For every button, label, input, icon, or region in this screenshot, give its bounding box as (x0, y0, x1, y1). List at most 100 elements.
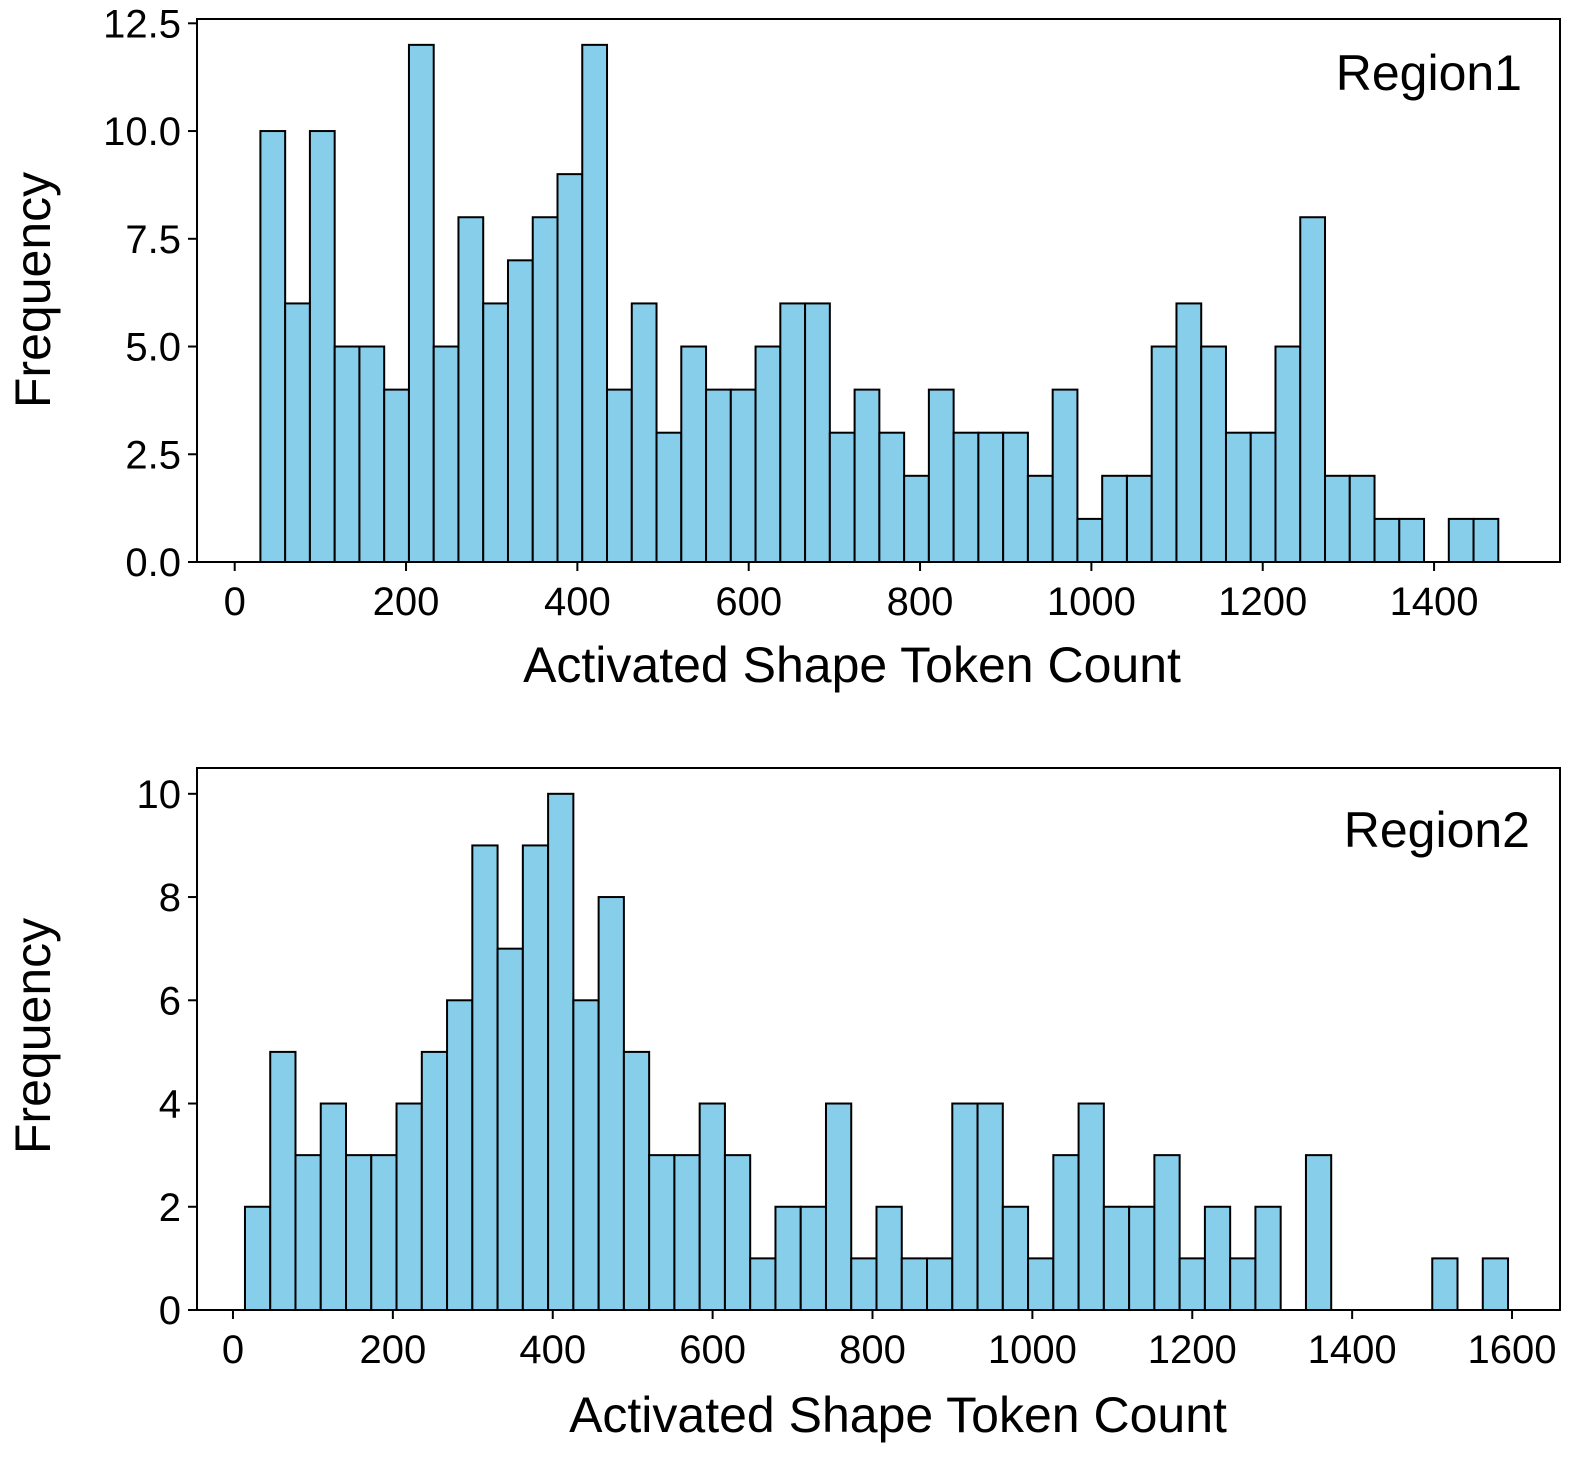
region2-bar (1153, 1154, 1181, 1312)
region2-bars (243, 792, 1510, 1312)
region2-x-tick-label: 200 (359, 1328, 426, 1372)
region1-bar (1002, 431, 1029, 563)
region2-bar (319, 1102, 348, 1312)
region1-bar (729, 388, 757, 563)
region1-bar (1324, 474, 1351, 563)
region1-x-tick-label: 400 (544, 580, 611, 624)
region1-y-tick-label: 5.0 (125, 326, 181, 370)
region1-bar (1150, 345, 1178, 563)
region1-bar (878, 431, 906, 563)
region1-x-tick-label: 600 (715, 580, 782, 624)
region1-bar (1175, 302, 1203, 563)
region1-bar (1076, 517, 1104, 564)
region1-bar (1200, 345, 1227, 563)
region2-y-axis-title: Frequency (5, 918, 61, 1154)
region1-bar (705, 388, 732, 563)
region1-bar (754, 345, 782, 563)
region1-histogram-panel: 0 200 400 600 800 1000 1200 1400 0.0 2.5 5.0 7.5 10… (5, 2, 1561, 693)
region2-bar (1077, 1102, 1105, 1312)
region1-bar (1398, 517, 1426, 564)
region2-x-axis-title: Activated Shape Token Count (569, 1387, 1227, 1443)
region2-plot-frame (196, 767, 1561, 1311)
region1-bar (383, 388, 410, 563)
region2-bar (521, 844, 550, 1311)
region1-bar (407, 43, 435, 564)
region1-bar (853, 388, 881, 563)
region1-bar (284, 302, 311, 563)
region2-bar (875, 1205, 903, 1312)
region1-bars (259, 43, 1500, 564)
region2-y-tick-label: 8 (159, 876, 181, 920)
region1-bar (432, 345, 460, 563)
region2-bar (1304, 1154, 1333, 1312)
region2-bar (243, 1205, 272, 1312)
region1-x-tick-label: 1200 (1218, 580, 1307, 624)
region1-bar (828, 431, 856, 563)
region2-bar (269, 1050, 297, 1312)
region2-y-ticks: 0 2 4 6 8 10 (137, 773, 197, 1333)
region2-bar (1128, 1205, 1156, 1312)
region2-bar (1001, 1205, 1030, 1312)
region2-histogram-panel: 0 200 400 600 800 1000 1200 1400 1600 0 2 4 6 8 10 Ac… (5, 767, 1561, 1443)
region2-bar (723, 1154, 752, 1312)
region2-x-tick-label: 1200 (1148, 1328, 1237, 1372)
region1-x-axis-title: Activated Shape Token Count (523, 637, 1181, 693)
region2-bar (698, 1102, 726, 1312)
region1-bar (655, 431, 683, 563)
region1-bar (259, 130, 287, 564)
region1-bar (1348, 474, 1376, 563)
region1-bar (630, 302, 658, 563)
region1-bar (581, 43, 609, 564)
region1-bar (952, 431, 980, 563)
region1-bar (680, 345, 708, 563)
region1-bar (1274, 345, 1302, 563)
region1-bar (927, 388, 955, 563)
region1-plot-frame (196, 18, 1561, 563)
region1-bar (482, 302, 509, 563)
region1-bar (1224, 431, 1252, 563)
region1-bar (606, 388, 633, 563)
region1-bar (804, 302, 831, 563)
region1-bar (1051, 388, 1079, 563)
region2-bar (622, 1050, 651, 1312)
region2-bar (572, 999, 600, 1311)
region1-x-tick-label: 800 (887, 580, 954, 624)
region1-y-tick-label: 10.0 (103, 110, 181, 154)
region2-bar (951, 1102, 979, 1312)
region2-bar (673, 1154, 701, 1312)
region2-x-tick-label: 800 (839, 1328, 906, 1372)
region1-y-tick-label: 0.0 (125, 541, 181, 585)
region1-bar (1249, 431, 1277, 563)
region1-annotation-label: Region1 (1336, 45, 1522, 101)
region2-bar (799, 1205, 827, 1312)
region2-bar (597, 896, 625, 1311)
region2-x-tick-label: 600 (679, 1328, 746, 1372)
region2-bar (345, 1154, 373, 1312)
region2-bar (1027, 1257, 1055, 1312)
region1-x-tick-label: 200 (373, 580, 440, 624)
region2-bar (824, 1102, 853, 1312)
region1-bar (531, 216, 559, 564)
region1-y-ticks: 0.0 2.5 5.0 7.5 10.0 12.5 (103, 2, 197, 585)
region1-bar (556, 173, 584, 563)
region2-x-tick-label: 0 (222, 1328, 244, 1372)
region2-y-tick-label: 4 (159, 1083, 181, 1127)
region2-bar (547, 792, 575, 1311)
region1-x-tick-label: 1400 (1390, 580, 1479, 624)
region1-x-tick-label: 1000 (1047, 580, 1136, 624)
region2-bar (1052, 1154, 1080, 1312)
region1-bar (903, 474, 930, 563)
region2-bar (850, 1257, 878, 1312)
region1-bar (977, 431, 1005, 563)
region1-y-tick-label: 2.5 (125, 433, 181, 477)
region2-bar (1431, 1257, 1459, 1312)
region2-bar (1203, 1205, 1232, 1312)
region2-bar (446, 999, 474, 1311)
region1-bar (457, 216, 485, 564)
region2-annotation-label: Region2 (1344, 802, 1530, 858)
region1-bar (1125, 474, 1153, 563)
region1-bar (1447, 517, 1475, 564)
region1-bar (1101, 474, 1128, 563)
region2-bar (648, 1154, 676, 1312)
